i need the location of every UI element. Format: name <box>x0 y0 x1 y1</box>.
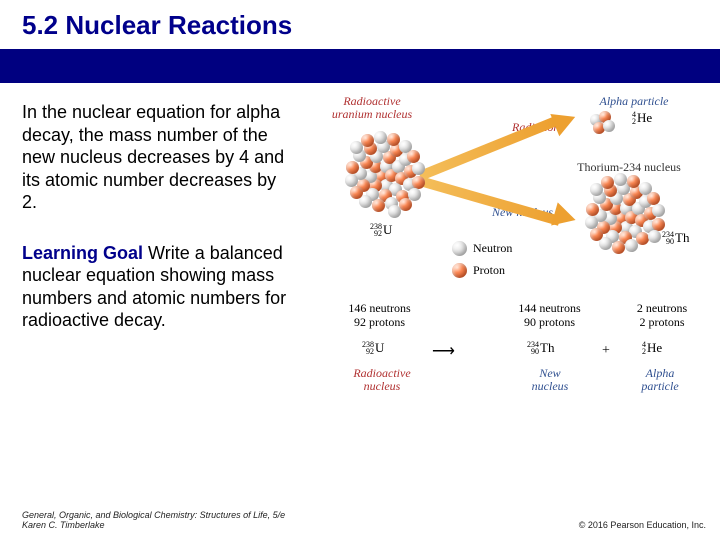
proton-icon <box>452 263 467 278</box>
learning-goal-paragraph: Learning Goal Write a balanced nuclear e… <box>22 242 292 332</box>
eq-he: 42He <box>642 341 662 355</box>
diagram-column: Radioactiveuranium nucleus Alpha particl… <box>302 101 702 421</box>
footer-author: Karen C. Timberlake <box>22 520 285 530</box>
notation-he-top: 42He <box>632 111 652 125</box>
neutron-icon <box>452 241 467 256</box>
counts-th: 144 neutrons 90 protons <box>502 301 597 330</box>
bottom-label-new: Newnucleus <box>520 367 580 393</box>
alpha-particle-cluster <box>590 111 618 139</box>
learning-goal-label: Learning Goal <box>22 243 143 263</box>
alpha-decay-diagram: Radioactiveuranium nucleus Alpha particl… <box>302 101 702 421</box>
notation-th: 23490Th <box>662 231 689 245</box>
slide-title: 5.2 Nuclear Reactions <box>0 0 720 49</box>
counts-he: 2 neutrons 2 protons <box>622 301 702 330</box>
eq-plus: + <box>602 343 610 359</box>
intro-paragraph: In the nuclear equation for alpha decay,… <box>22 101 292 214</box>
bottom-label-alpha: Alphaparticle <box>630 367 690 393</box>
title-underline-bar <box>0 49 720 83</box>
footer-copyright: © 2016 Pearson Education, Inc. <box>579 520 706 530</box>
footer-book-title: General, Organic, and Biological Chemist… <box>22 510 285 520</box>
eq-u: 23892U <box>362 341 384 355</box>
label-alpha-particle: Alpha particle <box>584 95 684 108</box>
label-radioactive-uranium: Radioactiveuranium nucleus <box>312 95 432 121</box>
footer-left: General, Organic, and Biological Chemist… <box>22 510 285 530</box>
label-thorium: Thorium-234 nucleus <box>564 161 694 174</box>
radiation-arrow-up <box>418 117 556 181</box>
uranium-nucleus <box>342 137 420 215</box>
left-column: In the nuclear equation for alpha decay,… <box>22 101 302 421</box>
legend-neutron: Neutron <box>452 241 512 256</box>
counts-u: 146 neutrons 92 protons <box>332 301 427 330</box>
legend-proton: Proton <box>452 263 505 278</box>
legend-neutron-label: Neutron <box>473 241 512 256</box>
radiation-arrow-down <box>419 176 561 226</box>
thorium-nucleus <box>582 179 660 257</box>
eq-arrow: ⟶ <box>432 341 455 361</box>
legend-proton-label: Proton <box>473 263 505 278</box>
bottom-label-radioactive: Radioactivenucleus <box>342 367 422 393</box>
content-area: In the nuclear equation for alpha decay,… <box>0 83 720 421</box>
notation-u: 23892U <box>370 223 392 237</box>
radiation-arrowhead-down <box>551 202 579 231</box>
eq-th: 23490Th <box>527 341 554 355</box>
slide-footer: General, Organic, and Biological Chemist… <box>22 510 706 530</box>
